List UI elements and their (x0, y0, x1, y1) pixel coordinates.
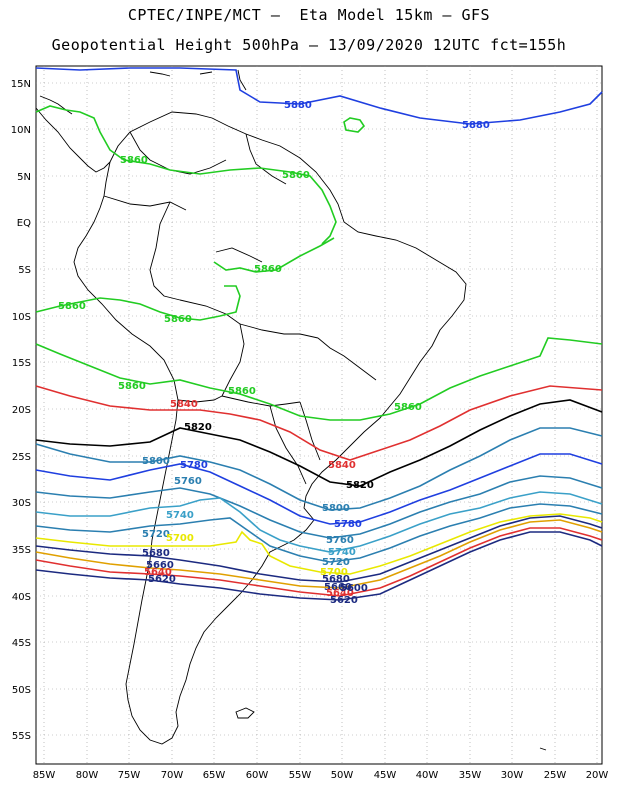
contour-label: 5800 (142, 456, 170, 467)
contour-5720 (35, 503, 603, 563)
contour-5660-navy (35, 515, 603, 583)
lat-label: 30S (12, 498, 31, 509)
lon-label: 25W (544, 770, 567, 781)
contour-label: 5820 (346, 480, 374, 491)
contour-lines (35, 67, 603, 601)
contour-label: 5860 (228, 386, 256, 397)
contour-label: 5700 (166, 533, 194, 544)
lon-label: 70W (161, 770, 184, 781)
lat-label: 15N (11, 79, 31, 90)
contour-label: 5700 (320, 567, 348, 578)
contour-5860-south (35, 337, 603, 421)
contour-label: 5880 (462, 120, 490, 131)
contour-5640-red (35, 527, 603, 597)
contour-5860-north (35, 105, 337, 245)
contour-5820 (35, 399, 603, 487)
contour-label: 5640 (144, 567, 172, 578)
contour-label: 5740 (328, 547, 356, 558)
lon-label: 75W (118, 770, 141, 781)
contour-label: 5660 (324, 582, 352, 593)
contour-5620-navy (35, 531, 603, 601)
coastlines (35, 69, 547, 751)
contour-label: 5800 (322, 503, 350, 514)
title-line-2: Geopotential Height 500hPa – 13/09/2020 … (51, 36, 567, 54)
lon-label: 30W (501, 770, 524, 781)
contour-5860-west (35, 285, 241, 321)
contour-5880-cell (343, 117, 366, 133)
contour-label: 5660 (146, 560, 174, 571)
lat-label: 40S (12, 592, 31, 603)
contour-5740 (35, 491, 603, 553)
lon-label: 20W (586, 770, 609, 781)
contour-label: 5860 (254, 264, 282, 275)
contour-5780 (35, 453, 603, 525)
contour-label: 5620 (148, 574, 176, 585)
lat-label: 5N (17, 172, 31, 183)
lat-label: 45S (12, 638, 31, 649)
contour-label: 5740 (166, 510, 194, 521)
lat-label: 35S (12, 545, 31, 556)
lon-label: 50W (331, 770, 354, 781)
lon-label: 80W (76, 770, 99, 781)
lat-label: 20S (12, 405, 31, 416)
lat-label: 25S (12, 452, 31, 463)
lon-label: 55W (289, 770, 312, 781)
contour-label: 5840 (170, 399, 198, 410)
contour-5700-yellow (35, 513, 603, 575)
lon-label: 60W (246, 770, 269, 781)
contour-label: 5640 (326, 588, 354, 599)
lat-label: 10S (12, 312, 31, 323)
contour-label: 5720 (322, 557, 350, 568)
contour-label: 5760 (326, 535, 354, 546)
contour-label: 5760 (174, 476, 202, 487)
contour-label: 5860 (118, 381, 146, 392)
contour-label: 5780 (180, 460, 208, 471)
lon-label: 40W (416, 770, 439, 781)
lat-label: EQ (17, 218, 31, 229)
contour-label: 5860 (58, 301, 86, 312)
lon-label: 65W (203, 770, 226, 781)
contour-label: 5860 (120, 155, 148, 166)
contour-label: 5720 (142, 529, 170, 540)
contour-label: 5860 (282, 170, 310, 181)
lon-label: 45W (374, 770, 397, 781)
contour-label: 5880 (284, 100, 312, 111)
lon-label: 85W (33, 770, 56, 781)
contour-label: 5860 (164, 314, 192, 325)
contour-label: 5600 (340, 583, 368, 594)
contour-5800 (35, 427, 603, 511)
contour-label: 5860 (394, 402, 422, 413)
lat-label: 55S (12, 731, 31, 742)
lat-label: 10N (11, 125, 31, 136)
contour-5760 (35, 475, 603, 539)
lat-label: 5S (18, 265, 31, 276)
contour-5860-mid (213, 237, 335, 273)
title-line-1: CPTEC/INPE/MCT – Eta Model 15km – GFS (127, 6, 491, 24)
contour-label: 5620 (330, 595, 358, 606)
contour-label: 5840 (328, 460, 356, 471)
map-frame (35, 65, 603, 765)
lat-label: 15S (12, 358, 31, 369)
contour-label: 5680 (322, 574, 350, 585)
contour-5680-orange (35, 519, 603, 589)
lon-label: 35W (459, 770, 482, 781)
lat-label: 50S (12, 685, 31, 696)
contour-5840 (35, 385, 603, 461)
contour-label: 5680 (142, 548, 170, 559)
contour-label: 5820 (184, 422, 212, 433)
graticule (36, 66, 602, 764)
contour-label: 5780 (334, 519, 362, 530)
contour-5880 (35, 67, 603, 125)
